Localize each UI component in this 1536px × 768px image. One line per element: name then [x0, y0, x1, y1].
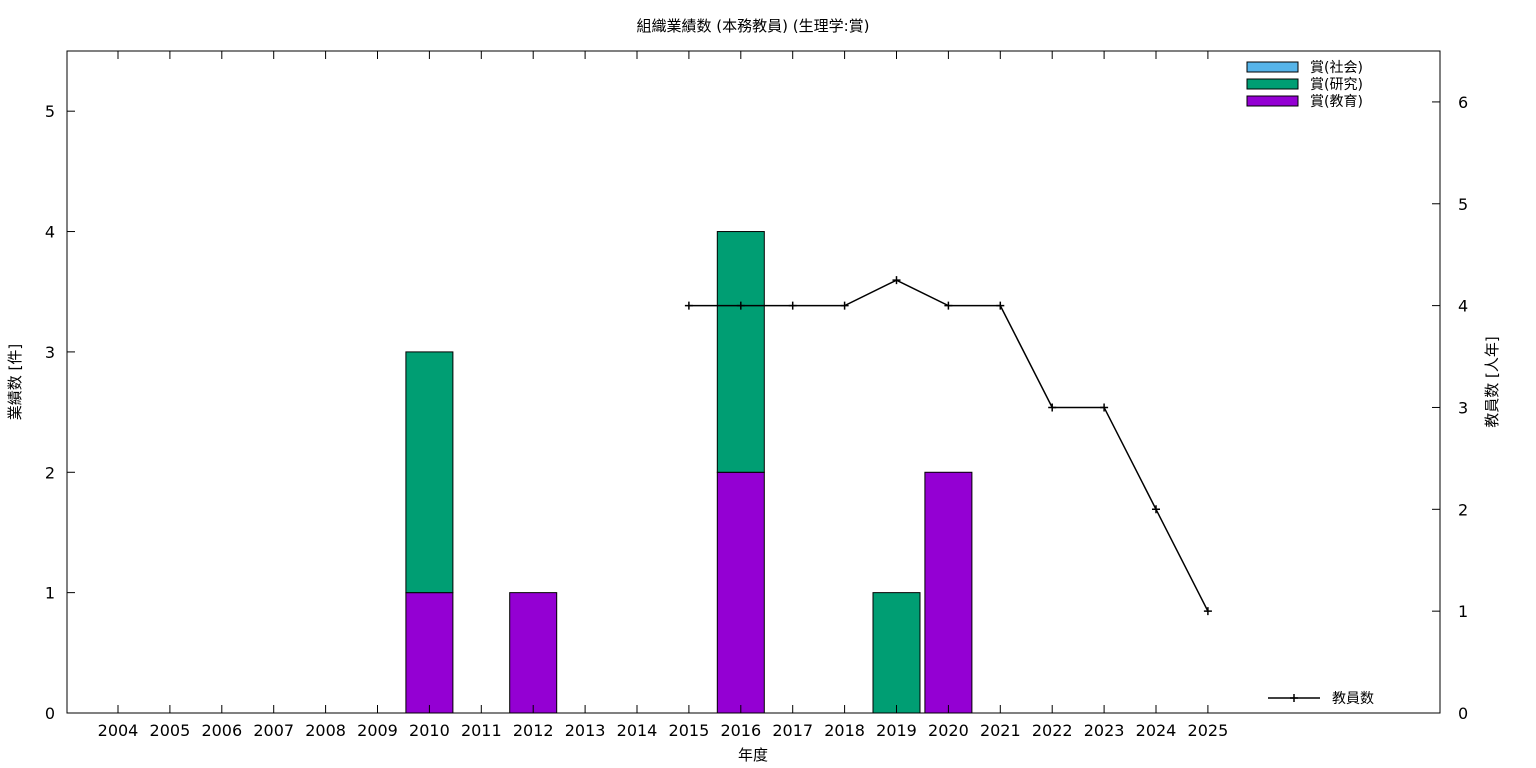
x-tick-label: 2006: [201, 721, 242, 740]
x-tick-label: 2017: [772, 721, 813, 740]
x-tick-label: 2018: [824, 721, 865, 740]
y2-tick-label: 5: [1458, 195, 1468, 214]
ticks-layer: 2004 2005 2006 2007 2008 2009 2010 2011 2012 2013…: [45, 51, 1468, 740]
x-tick-label: 2022: [1032, 721, 1073, 740]
y2-tick-label: 6: [1458, 93, 1468, 112]
bar-2019-賞(研究): [872, 592, 921, 714]
chart-title: 組織業績数 (本務教員) (生理学:賞): [637, 17, 870, 35]
y2-tick-label: 3: [1458, 398, 1468, 417]
line-layer: [684, 276, 1212, 616]
legend-swatch: [1246, 95, 1299, 107]
y2-tick-label: 2: [1458, 500, 1468, 519]
bar-2020-賞(教育): [924, 471, 973, 714]
y-tick-label: 0: [45, 704, 55, 723]
x-tick-label: 2004: [98, 721, 139, 740]
legend-swatch: [1246, 61, 1299, 73]
y-tick-label: 5: [45, 102, 55, 121]
line-point-2023: [1100, 403, 1109, 412]
x-tick-label: 2023: [1084, 721, 1125, 740]
y2-tick-label: 1: [1458, 602, 1468, 621]
legend-line-label: 教員数: [1332, 691, 1374, 707]
x-tick-label: 2007: [253, 721, 294, 740]
bars-layer: [405, 231, 973, 714]
x-tick-label: 2021: [980, 721, 1021, 740]
x-tick-label: 2015: [669, 721, 710, 740]
bar-2012-賞(教育): [509, 592, 558, 714]
x-tick-label: 2010: [409, 721, 450, 740]
line-point-2021: [996, 301, 1005, 310]
plot-frame: [66, 50, 1441, 714]
bar-2016-賞(研究): [716, 231, 765, 473]
x-axis-label: 年度: [738, 746, 768, 764]
y2-tick-label: 4: [1458, 297, 1468, 316]
legend-swatch: [1246, 78, 1299, 90]
line-point-2022: [1048, 403, 1057, 412]
line-point-2025: [1203, 607, 1212, 616]
line-point-2018: [840, 301, 849, 310]
x-tick-label: 2005: [150, 721, 191, 740]
line-point-2017: [788, 301, 797, 310]
x-tick-label: 2008: [305, 721, 346, 740]
x-tick-label: 2012: [513, 721, 554, 740]
y-axis-label: 業績数 [件]: [6, 344, 24, 420]
y-tick-label: 2: [45, 463, 55, 482]
x-tick-label: 2020: [928, 721, 969, 740]
line-point-2016: [736, 301, 745, 310]
y-tick-label: 3: [45, 343, 55, 362]
bar-2010-賞(研究): [405, 351, 454, 594]
line-point-2020: [944, 301, 953, 310]
line-point-2015: [684, 301, 693, 310]
y2-axis-label: 教員数 [人年]: [1483, 336, 1501, 427]
x-tick-label: 2024: [1136, 721, 1177, 740]
line-point-2019: [892, 276, 901, 285]
legend-label: 賞(教育): [1310, 94, 1363, 110]
legend-label: 賞(社会): [1310, 60, 1363, 76]
legend-label: 賞(研究): [1310, 77, 1363, 93]
x-tick-label: 2014: [617, 721, 658, 740]
y2-tick-label: 0: [1458, 704, 1468, 723]
x-tick-label: 2019: [876, 721, 917, 740]
y-tick-label: 1: [45, 584, 55, 603]
y-tick-label: 4: [45, 223, 55, 242]
x-tick-label: 2009: [357, 721, 398, 740]
bar-2016-賞(教育): [716, 471, 765, 714]
x-tick-label: 2011: [461, 721, 502, 740]
x-tick-label: 2025: [1188, 721, 1229, 740]
bar-2010-賞(教育): [405, 592, 454, 714]
x-tick-label: 2013: [565, 721, 606, 740]
legend: 賞(社会)賞(研究)賞(教育) 教員数: [1246, 60, 1374, 707]
x-tick-label: 2016: [720, 721, 761, 740]
legend-line-marker: [1290, 694, 1298, 702]
line-point-2024: [1152, 505, 1160, 514]
